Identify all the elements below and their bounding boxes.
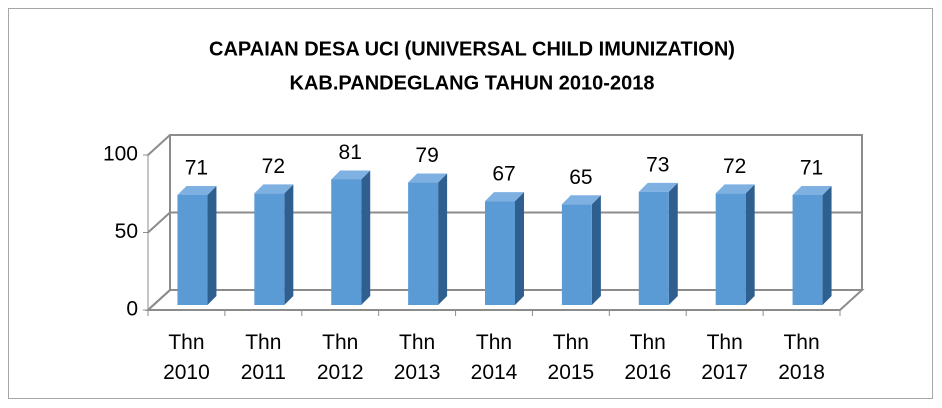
value-label: 71	[185, 156, 208, 179]
x-tick-label: Thn 2012	[316, 331, 364, 384]
value-label: 72	[723, 155, 746, 178]
grid-line	[147, 211, 171, 234]
bar-side	[822, 185, 832, 305]
grid-line	[147, 134, 171, 156]
bar-top	[408, 173, 448, 183]
bar-side	[745, 184, 755, 305]
bar-top	[177, 185, 217, 195]
x-tick-label: Thn 2017	[701, 331, 749, 384]
bar-side	[591, 195, 601, 305]
y-tick-label: 50	[115, 220, 138, 243]
x-tick-label: Thn 2018	[778, 331, 825, 384]
bar	[715, 193, 746, 305]
bar	[177, 194, 208, 305]
bar-side	[207, 185, 217, 305]
value-label: 71	[800, 156, 823, 179]
value-label: 79	[415, 144, 438, 167]
bar-top	[254, 184, 294, 194]
bar	[792, 194, 823, 305]
bar-top	[715, 184, 755, 194]
value-label: 81	[339, 141, 362, 164]
grid-line	[147, 289, 171, 311]
bar	[561, 204, 592, 305]
value-label: 73	[646, 153, 669, 176]
bar-side	[515, 192, 524, 305]
bar	[638, 191, 669, 305]
x-tick-label: Thn 2010	[163, 331, 210, 384]
chart-title: KAB.PANDEGLANG TAHUN 2010-2018	[290, 72, 655, 94]
value-label: 65	[569, 166, 592, 189]
x-tick-label: Thn 2015	[547, 331, 595, 384]
bar-top	[561, 195, 601, 205]
bar-top	[331, 170, 371, 180]
bar-side	[284, 184, 294, 305]
bar-side	[361, 170, 371, 305]
bar-top	[792, 185, 832, 195]
bar-top	[638, 182, 678, 192]
chart-title: CAPAIAN DESA UCI (UNIVERSAL CHILD IMUNIZ…	[209, 38, 735, 60]
bar	[485, 201, 515, 305]
plot-area: 0 50 100 71 72 81 79 67 65 73 72 71	[103, 134, 865, 321]
bar	[254, 193, 285, 305]
bar-top	[485, 192, 524, 202]
bar	[408, 182, 439, 305]
bar-side	[668, 182, 678, 305]
x-tick-label: Thn 2011	[240, 331, 286, 384]
x-tick-label: Thn 2013	[393, 331, 441, 384]
bar-side	[438, 173, 448, 305]
x-tick-label: Thn 2016	[624, 331, 672, 384]
value-label: 67	[492, 163, 515, 186]
value-label: 72	[262, 155, 285, 178]
bar	[331, 179, 362, 305]
y-tick-label: 100	[103, 143, 138, 166]
x-tick-label: Thn 2014	[470, 331, 518, 384]
y-tick-label: 0	[126, 298, 138, 321]
chart-border	[8, 8, 933, 399]
